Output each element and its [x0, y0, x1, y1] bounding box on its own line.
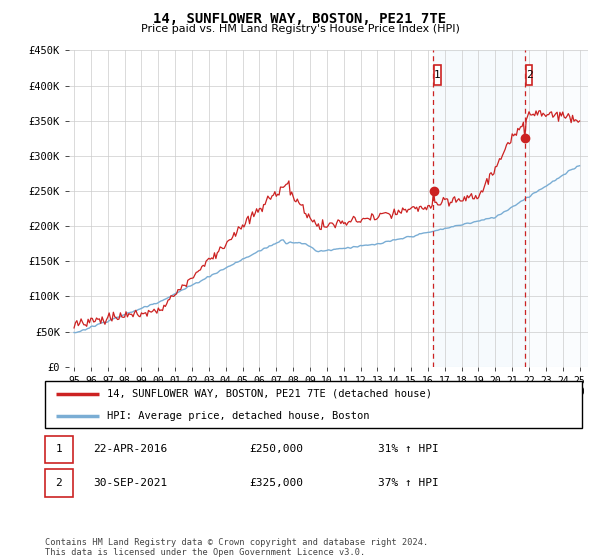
FancyBboxPatch shape [45, 469, 73, 497]
FancyBboxPatch shape [434, 65, 440, 85]
FancyBboxPatch shape [526, 65, 532, 85]
Text: £325,000: £325,000 [249, 478, 303, 488]
FancyBboxPatch shape [45, 436, 73, 463]
Text: 2: 2 [56, 478, 62, 488]
Text: 30-SEP-2021: 30-SEP-2021 [94, 478, 167, 488]
Text: Contains HM Land Registry data © Crown copyright and database right 2024.
This d: Contains HM Land Registry data © Crown c… [45, 538, 428, 557]
Text: 1: 1 [434, 70, 440, 80]
Bar [525, 50, 588, 367]
Text: 2: 2 [526, 70, 532, 80]
Text: Price paid vs. HM Land Registry's House Price Index (HPI): Price paid vs. HM Land Registry's House … [140, 24, 460, 34]
Text: HPI: Average price, detached house, Boston: HPI: Average price, detached house, Bost… [107, 410, 369, 421]
Text: 37% ↑ HPI: 37% ↑ HPI [378, 478, 439, 488]
Text: 1: 1 [56, 445, 62, 454]
FancyBboxPatch shape [45, 381, 582, 428]
Text: 14, SUNFLOWER WAY, BOSTON, PE21 7TE: 14, SUNFLOWER WAY, BOSTON, PE21 7TE [154, 12, 446, 26]
Bar [433, 50, 525, 367]
Text: 14, SUNFLOWER WAY, BOSTON, PE21 7TE (detached house): 14, SUNFLOWER WAY, BOSTON, PE21 7TE (det… [107, 389, 432, 399]
Text: 22-APR-2016: 22-APR-2016 [94, 445, 167, 454]
Text: £250,000: £250,000 [249, 445, 303, 454]
Text: 31% ↑ HPI: 31% ↑ HPI [378, 445, 439, 454]
